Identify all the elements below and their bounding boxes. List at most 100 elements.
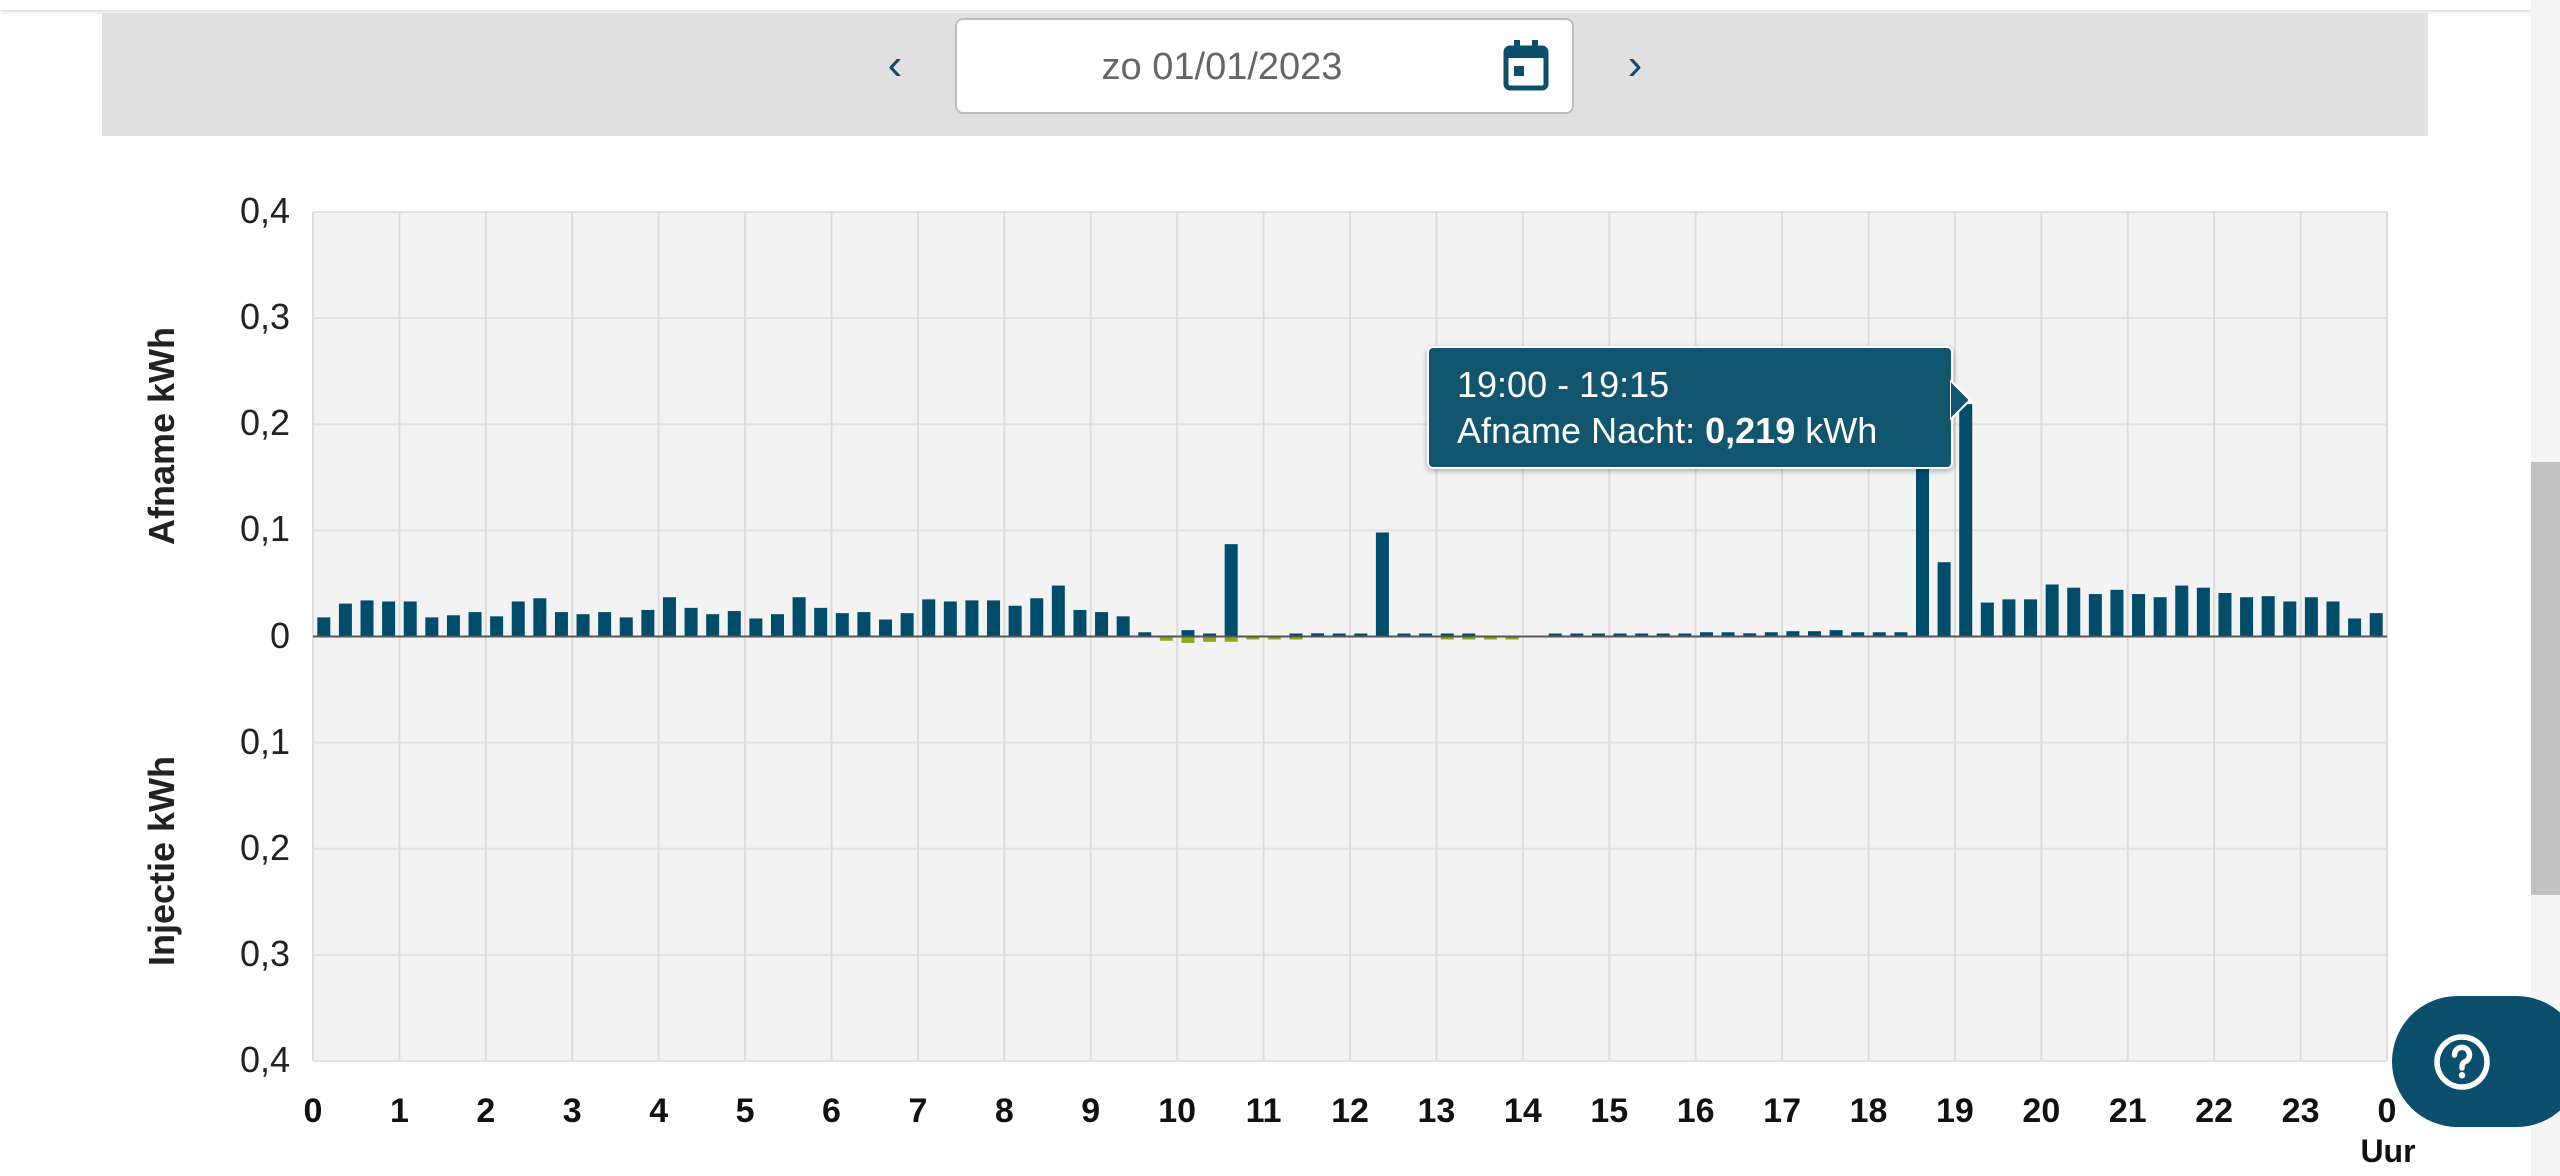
afname-bar xyxy=(987,600,1001,637)
afname-bar xyxy=(576,614,590,637)
afname-bar xyxy=(1203,633,1217,637)
y-tick-label: 0,2 xyxy=(239,402,290,444)
afname-bar xyxy=(1851,632,1865,637)
afname-bar xyxy=(1051,585,1065,637)
afname-bar xyxy=(879,619,893,637)
afname-bar xyxy=(1591,633,1605,637)
afname-bar xyxy=(1937,562,1951,637)
injectie-bar xyxy=(1246,636,1260,640)
x-tick-label: 21 xyxy=(2108,1092,2147,1130)
help-button[interactable] xyxy=(2392,996,2560,1127)
scrollbar-thumb[interactable] xyxy=(2531,462,2560,895)
x-tick-label: 9 xyxy=(1081,1092,1101,1130)
injectie-bar xyxy=(1267,636,1281,640)
x-tick-label: 7 xyxy=(908,1092,928,1130)
afname-bar xyxy=(662,597,676,637)
injectie-bar xyxy=(1159,636,1173,641)
x-tick-label: 12 xyxy=(1331,1092,1369,1130)
injectie-bar xyxy=(1440,636,1454,640)
x-tick-label: 5 xyxy=(735,1092,755,1130)
afname-bar xyxy=(684,607,698,637)
afname-bar xyxy=(425,617,439,637)
previous-day-button[interactable]: ‹ xyxy=(870,40,920,90)
afname-bar xyxy=(706,614,720,637)
y-tick-label: 0,4 xyxy=(239,190,290,231)
afname-bar xyxy=(1721,632,1735,637)
x-tick-label: 20 xyxy=(2022,1092,2061,1130)
afname-bar xyxy=(554,612,568,637)
afname-bar xyxy=(360,600,374,637)
y-tick-label: 0,4 xyxy=(239,1039,290,1080)
afname-bar xyxy=(317,617,331,637)
x-tick-label: 13 xyxy=(1417,1092,1456,1130)
afname-bar xyxy=(1678,633,1692,637)
y-tick-label: 0 xyxy=(269,614,290,656)
afname-bar xyxy=(446,615,460,637)
tooltip-value: 0,219 xyxy=(1705,410,1796,451)
injectie-bar xyxy=(1289,636,1303,640)
afname-bar xyxy=(1138,632,1152,637)
afname-bar xyxy=(2024,599,2038,637)
injectie-bar xyxy=(1203,636,1217,642)
afname-bar xyxy=(2153,597,2167,637)
afname-bar xyxy=(2110,589,2124,637)
x-tick-label: 1 xyxy=(389,1092,409,1130)
afname-bar xyxy=(403,601,417,637)
afname-bar xyxy=(1916,445,1930,637)
date-value: zo 01/01/2023 xyxy=(1101,46,1343,88)
chart-tooltip: 19:00 - 19:15 Afname Nacht: 0,219 kWh xyxy=(1427,346,1953,469)
afname-bar xyxy=(2283,601,2297,637)
calendar-icon[interactable] xyxy=(1502,40,1550,92)
x-tick-label: 14 xyxy=(1503,1092,1542,1130)
afname-bar xyxy=(1311,633,1325,637)
afname-bar xyxy=(1656,633,1670,637)
afname-bar xyxy=(727,611,741,637)
injectie-bar xyxy=(1505,636,1519,640)
afname-bar xyxy=(1440,633,1454,637)
x-tick-label: 4 xyxy=(649,1092,669,1130)
afname-bar xyxy=(2196,587,2210,637)
x-tick-label: 11 xyxy=(1245,1092,1282,1130)
afname-bar xyxy=(1570,633,1584,637)
afname-bar xyxy=(2240,597,2254,637)
y-tick-label: 0,3 xyxy=(239,296,290,338)
next-day-button[interactable]: › xyxy=(1610,40,1660,90)
x-axis-title: Uur xyxy=(2360,1133,2416,1169)
y-tick-label: 0,1 xyxy=(239,720,290,762)
x-tick-label: 10 xyxy=(1158,1092,1197,1130)
afname-bar xyxy=(770,614,784,637)
afname-bar xyxy=(1829,630,1843,637)
tooltip-time: 19:00 - 19:15 xyxy=(1457,364,1670,405)
afname-bar xyxy=(1462,633,1476,637)
y-axis-title-injectie: Injectie kWh xyxy=(141,755,182,967)
x-tick-label: 15 xyxy=(1590,1092,1629,1130)
y-tick-label: 0,2 xyxy=(239,826,290,868)
afname-bar xyxy=(2348,618,2362,637)
afname-bar xyxy=(1894,632,1908,637)
afname-bar xyxy=(2218,592,2232,637)
x-tick-label: 17 xyxy=(1763,1092,1801,1130)
afname-bar xyxy=(619,617,633,637)
afname-bar xyxy=(1397,633,1411,637)
afname-bar xyxy=(1807,631,1821,637)
afname-bar xyxy=(490,616,504,637)
x-tick-label: 22 xyxy=(2195,1092,2234,1130)
afname-bar xyxy=(1289,633,1303,637)
afname-bar xyxy=(1980,602,1994,637)
afname-bar xyxy=(835,613,849,637)
x-tick-label: 23 xyxy=(2281,1092,2320,1130)
x-tick-label: 19 xyxy=(1935,1092,1974,1130)
afname-bar xyxy=(338,603,352,637)
date-picker-input[interactable]: zo 01/01/2023 xyxy=(955,18,1574,114)
afname-bar xyxy=(1030,598,1044,637)
afname-bar xyxy=(2304,597,2318,637)
afname-bar xyxy=(641,609,655,637)
afname-bar xyxy=(1764,632,1778,637)
afname-bar xyxy=(965,600,979,637)
question-circle-icon xyxy=(2434,1034,2490,1090)
injectie-bar xyxy=(1181,636,1195,643)
afname-bar xyxy=(2261,596,2275,637)
browser-top-edge xyxy=(0,0,2560,10)
x-tick-label: 0 xyxy=(303,1092,323,1130)
